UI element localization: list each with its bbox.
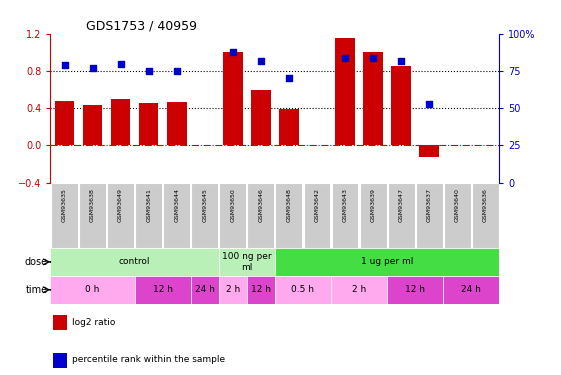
Bar bbox=[223, 53, 242, 146]
Bar bbox=[83, 105, 102, 146]
Text: 24 h: 24 h bbox=[195, 285, 215, 294]
Point bbox=[144, 68, 153, 74]
Point bbox=[172, 68, 181, 74]
Text: 2 h: 2 h bbox=[352, 285, 366, 294]
Bar bbox=[444, 183, 471, 248]
Point bbox=[88, 65, 97, 71]
Text: control: control bbox=[119, 257, 150, 266]
Bar bbox=[275, 276, 331, 304]
Point bbox=[284, 75, 293, 81]
Bar bbox=[107, 183, 134, 248]
Bar bbox=[219, 183, 246, 248]
Text: time: time bbox=[26, 285, 48, 295]
Bar bbox=[472, 183, 499, 248]
Text: GSM93638: GSM93638 bbox=[90, 188, 95, 222]
Text: dose: dose bbox=[25, 257, 48, 267]
Text: GSM93644: GSM93644 bbox=[174, 188, 179, 222]
Point bbox=[256, 58, 265, 64]
Text: GSM93636: GSM93636 bbox=[483, 188, 488, 222]
Text: GSM93640: GSM93640 bbox=[455, 188, 459, 222]
Bar bbox=[111, 99, 130, 146]
Bar bbox=[360, 183, 387, 248]
Text: log2 ratio: log2 ratio bbox=[72, 318, 115, 327]
Point bbox=[425, 101, 434, 107]
Bar bbox=[247, 183, 274, 248]
Bar bbox=[331, 276, 387, 304]
Point bbox=[397, 58, 406, 64]
Bar bbox=[416, 183, 443, 248]
Bar bbox=[55, 101, 74, 146]
Bar bbox=[51, 183, 78, 248]
Text: percentile rank within the sample: percentile rank within the sample bbox=[72, 356, 225, 364]
Text: GSM93648: GSM93648 bbox=[287, 188, 291, 222]
Bar bbox=[50, 248, 219, 276]
Bar bbox=[332, 183, 358, 248]
Bar bbox=[275, 248, 499, 276]
Bar bbox=[279, 109, 298, 146]
Bar bbox=[219, 248, 275, 276]
Text: GDS1753 / 40959: GDS1753 / 40959 bbox=[86, 20, 197, 33]
Bar bbox=[219, 276, 247, 304]
Point bbox=[60, 62, 69, 68]
Bar bbox=[443, 276, 499, 304]
Bar bbox=[251, 90, 270, 146]
Text: GSM93647: GSM93647 bbox=[399, 188, 403, 222]
Text: GSM93646: GSM93646 bbox=[259, 188, 263, 222]
Text: GSM93642: GSM93642 bbox=[315, 188, 319, 222]
Bar bbox=[392, 66, 411, 146]
Text: 24 h: 24 h bbox=[461, 285, 481, 294]
Text: GSM93637: GSM93637 bbox=[427, 188, 431, 222]
Point bbox=[228, 49, 237, 55]
Bar bbox=[135, 276, 191, 304]
Text: GSM93645: GSM93645 bbox=[203, 188, 207, 222]
Bar bbox=[167, 102, 186, 146]
Text: 12 h: 12 h bbox=[405, 285, 425, 294]
Text: 12 h: 12 h bbox=[251, 285, 271, 294]
Text: GSM93649: GSM93649 bbox=[118, 188, 123, 222]
Bar bbox=[388, 183, 415, 248]
Bar bbox=[191, 183, 218, 248]
Text: 1 ug per ml: 1 ug per ml bbox=[361, 257, 413, 266]
Bar bbox=[420, 146, 439, 157]
Text: GSM93641: GSM93641 bbox=[146, 188, 151, 222]
Text: GSM93639: GSM93639 bbox=[371, 188, 375, 222]
Bar bbox=[191, 276, 219, 304]
Bar bbox=[79, 183, 106, 248]
Text: 100 ng per
ml: 100 ng per ml bbox=[222, 252, 272, 272]
Bar bbox=[304, 183, 330, 248]
Bar bbox=[364, 53, 383, 146]
Text: GSM93650: GSM93650 bbox=[231, 188, 235, 222]
Text: 0.5 h: 0.5 h bbox=[292, 285, 314, 294]
Bar bbox=[387, 276, 443, 304]
Point bbox=[369, 55, 378, 61]
Bar bbox=[335, 38, 355, 146]
Point bbox=[116, 60, 125, 66]
Text: GSM93643: GSM93643 bbox=[343, 188, 347, 222]
Bar bbox=[247, 276, 275, 304]
Bar bbox=[135, 183, 162, 248]
Bar bbox=[139, 103, 158, 146]
Text: GSM93635: GSM93635 bbox=[62, 188, 67, 222]
Point bbox=[341, 55, 350, 61]
Text: 2 h: 2 h bbox=[226, 285, 240, 294]
Text: 12 h: 12 h bbox=[153, 285, 173, 294]
Bar bbox=[275, 183, 302, 248]
Bar bbox=[50, 276, 135, 304]
Bar bbox=[163, 183, 190, 248]
Text: 0 h: 0 h bbox=[85, 285, 100, 294]
